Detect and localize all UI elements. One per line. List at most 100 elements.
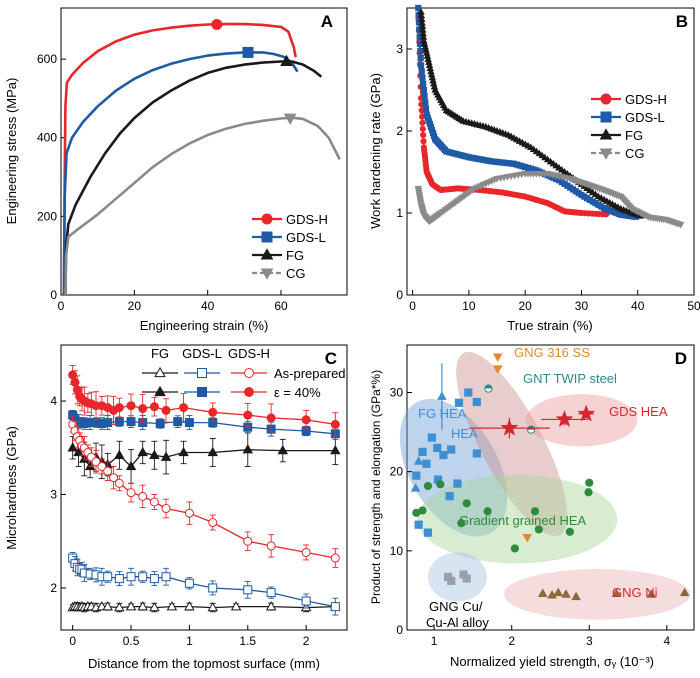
panel-a: 0 20 40 60 0 200 400 600 A Engineering strain … [4,7,348,333]
panel-d-xticks: 1 2 3 4 [431,625,671,648]
panel-c-series-gds-h-strained-point [126,401,136,411]
panel-d-series-hea-point [464,388,473,397]
panel-c-series-gds-l-strained-point [103,418,113,428]
panel-c-series-gds-l-as-prepared-point [126,572,136,582]
panel-d-series-gradient-grained-hea-point [510,544,519,553]
panel-c-ytick-label: 2 [50,581,57,595]
annot-gradient-hea: Gradient grained HEA [459,513,587,528]
panel-d-series-gradient-grained-hea-point [585,478,594,487]
panel-c-xtick-label: 0.5 [123,634,140,648]
panel-b-xlabel: True strain (%) [507,318,592,333]
panel-d-series-gradient-grained-hea-point [483,507,492,516]
legend-group-gds-h: GDS-H [228,346,270,361]
panel-b-xticks: 0 10 20 30 40 50 [409,290,700,313]
panel-c-series-gds-l-strained-point [173,417,183,427]
panel-d-series-gradient-grained-hea-point [436,480,445,489]
panel-b-legend-fg-marker [599,128,613,140]
panel-a-legend-gds-l-marker [261,231,273,243]
panel-a-series-fg-marker [280,54,293,66]
panel-c-series-gds-l-as-prepared-point [114,574,124,584]
panel-a-xtick-label: 60 [274,299,288,313]
legend-group-gds-l: GDS-L [182,346,222,361]
panel-b-series-gds-l-point [415,4,422,12]
panel-c-series-gds-h-as-prepared-point [266,541,276,551]
panel-d-series-fg-hea-point [410,483,421,492]
panel-c-series-gds-l-as-prepared-point [301,596,311,606]
panel-d-series-hea-point [422,459,431,468]
panel-d-series-hea-point [447,445,456,454]
panel-a-series [62,19,341,296]
legend-fg-strained-marker [154,385,166,397]
panel-c-series-gds-l-as-prepared-point [138,572,148,582]
panel-d-series-hea-point [445,492,454,501]
panel-a-series-gds-h-marker [211,19,223,31]
panel-d-series-gradient-grained-hea-point [530,507,540,516]
panel-b-legend-gds-l-marker [600,111,612,123]
panel-d-series-gng-316-ss-point [492,365,503,374]
panel-c-series-gds-l-as-prepared-point [208,583,218,593]
panel-b-legend-fg-label: FG [625,128,643,143]
panel-a-ytick-label: 200 [37,209,57,223]
panel-b-legend-cg-label: CG [625,146,645,161]
panel-a-series-cg-marker [283,113,297,125]
panel-d-series-hea-point [414,520,423,529]
panel-c-series-gds-h-strained-point [68,370,78,380]
panel-b-series-gds-l-point [418,68,425,75]
panel-b-series-gds-l-point [417,55,424,62]
panel-c-ytick-label: 3 [50,488,57,502]
panel-c-xticks: 0 0.5 1 1.5 2 [69,625,310,648]
panel-c-series-gds-h-strained-point [114,403,124,413]
panel-c-series-gds-h-as-prepared-point [330,553,340,563]
panel-c-xtick-label: 1 [186,634,193,648]
panel-c-series-gds-h-strained-point [301,415,311,425]
panel-d-series-gnt-twip-steel-point-half [484,384,493,389]
region-gradient-grained-hea [417,474,618,564]
panel-b: 0 10 20 30 40 50 0 1 2 3 B True strain (%) Work … [368,4,700,333]
panel-d-series-gnt-twip-steel-point [484,384,493,393]
panel-b-ytick-label: 2 [396,124,403,138]
panel-c-yticks: 2 3 4 [50,394,66,595]
panel-c-series-gds-h-as-prepared-point [109,473,119,483]
panel-b-xtick-label: 20 [518,299,532,313]
panel-c-series-gds-h-as-prepared-line [72,424,336,559]
annot-gds-hea: GDS HEA [609,404,668,419]
legend-gds-h-strained-marker [244,387,254,397]
panel-a-xtick-label: 40 [201,299,215,313]
panel-c-series-gds-h-as-prepared-point [243,536,253,546]
panel-c-xtick-label: 1.5 [239,634,256,648]
panel-d-series-hea-point [423,528,433,537]
panel-c-legend-glyphs [142,366,267,397]
legend-gds-l-as-prepared-marker [197,368,207,378]
panel-a-series-gds-l-line [62,51,299,296]
panel-d-xtick-label: 2 [508,634,515,648]
panel-b-series-gds-l-point [420,86,427,94]
panel-b-yticks: 0 1 2 3 [396,42,412,302]
panel-a-xtick-label: 20 [128,299,142,313]
panel-c-series-gds-l-as-prepared-line [72,557,336,608]
panel-c-series-fg-as-prepared-point [149,601,160,612]
panel-c-series-fg-as-prepared-point [265,601,277,611]
panel-a-ytick-label: 0 [50,288,57,302]
panel-c-series-gds-h-strained-point [70,377,80,387]
panel-d-series-gradient-grained-hea-point [418,506,427,515]
panel-b-series-gds-l-point [420,80,427,87]
panel-a-xtick-label: 0 [58,299,65,313]
panel-b-legend-gds-h-label: GDS-H [625,92,667,107]
panel-a-legend-gds-h-label: GDS-H [286,212,328,227]
panel-d-series-fg-hea-point [437,391,447,400]
panel-c-series-gds-h-strained-point [243,410,253,420]
panel-c-series-gds-h-strained-point [161,405,171,415]
region-fg-hea-hea [399,398,508,537]
panel-d-series-gradient-grained-hea-point [584,488,593,497]
panel-b-series-gds-h-point [420,138,427,145]
panel-d-series-gng-ni-point [571,591,581,601]
panel-c-series-fg-strained-point [242,444,254,454]
panel-d-series-hea-point [439,450,448,460]
panel-c-series-fg-as-prepared-point [102,601,113,611]
panel-d-series-gradient-grained-hea-point [565,527,574,536]
panel-d-series-gng-ni-point [537,588,548,597]
panel-c-series-gds-h-as-prepared-point [97,461,107,471]
panel-d-series-gng-ni-point [679,587,690,597]
panel-a-xticks: 0 20 40 60 [58,290,288,313]
panel-a-xlabel: Engineering strain (%) [140,318,269,333]
